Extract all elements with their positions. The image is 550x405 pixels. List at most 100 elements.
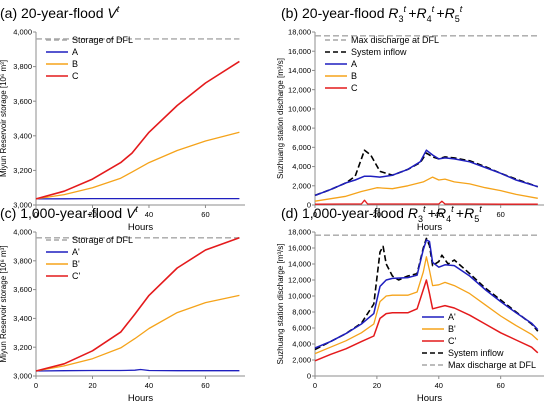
panel-d-title-term-sub-1: 4 — [446, 214, 451, 224]
panel-d-ytick-label-1: 2,000 — [292, 356, 311, 365]
panel-c-xtick-label-0: 0 — [34, 381, 38, 390]
panel-b-xtick-label-3: 60 — [497, 210, 505, 219]
panel-d-title-term-sup-0: t — [423, 204, 426, 214]
panel-b-ytick-label-2: 4,000 — [292, 162, 311, 171]
panel-b-ytick-label-5: 10,000 — [288, 104, 311, 113]
panel-b-title-term-2: R — [445, 5, 455, 21]
panel-a-legend-label-b: B — [72, 59, 78, 69]
panel-b-ytick-label-6: 12,000 — [288, 85, 311, 94]
panel-d: (d) 1,000-year-flood R3t +R4t +R5t 02,00… — [276, 204, 544, 404]
panel-b-legend-label-c: C — [351, 83, 358, 93]
panel-d-xtick-label-3: 60 — [497, 381, 505, 390]
panel-b-xtick-label-1: 20 — [373, 210, 381, 219]
panel-d-xtick-label-0: 0 — [313, 381, 317, 390]
panel-c-legend-label-a: A' — [72, 247, 80, 257]
panel-c-ytick-label-3: 3,600 — [13, 285, 32, 294]
panel-c-ytick-label-2: 3,400 — [13, 314, 32, 323]
panel-d-title: (d) 1,000-year-flood R3t +R4t +R5t — [281, 204, 482, 224]
panel-a-xtick-label-1: 20 — [88, 210, 96, 219]
panel-a-xtick-label-3: 60 — [201, 210, 209, 219]
panel-b-title-term-sub-0: 3 — [399, 14, 404, 24]
panel-b-title: (b) 20-year-flood R3t +R4t +R5t — [281, 4, 463, 24]
panel-b-legend-label-a: A — [351, 59, 357, 69]
panel-d-series-system-inflow — [314, 237, 539, 351]
panel-a-xlabel: Hours — [128, 222, 154, 233]
panel-d-series-b — [314, 256, 539, 355]
panel-a-xtick-label-2: 40 — [145, 210, 153, 219]
panel-b-xtick-label-2: 40 — [435, 210, 443, 219]
panel-d-xlabel: Hours — [417, 393, 443, 404]
panel-c-ylabel: Miyun Reservoir storage [10⁶ m³] — [0, 245, 8, 362]
panel-b-xlabel: Hours — [417, 222, 443, 233]
panel-b-title-term-sup-0: t — [404, 4, 407, 14]
panel-d-legend-label-b: B' — [448, 324, 456, 334]
panel-c-xlabel: Hours — [128, 393, 154, 404]
panel-d-title-term-1: R — [436, 205, 446, 221]
panel-b-series-system-inflow — [314, 149, 539, 197]
panel-d-series-c — [314, 279, 539, 362]
panel-a: (a) 20-year-flood Vt 3,000 3,200 3,400 3,600… — [0, 4, 245, 233]
panel-a-series-c — [35, 60, 240, 200]
panel-a-title-main: (a) 20-year-flood — [0, 5, 107, 21]
panel-b: (b) 20-year-flood R3t +R4t +R5t 02,0004,… — [276, 4, 544, 233]
panel-b-ytick-label-7: 14,000 — [288, 66, 311, 75]
panel-b-series-a — [314, 149, 539, 197]
panel-c-ytick-label-0: 3,000 — [13, 372, 32, 381]
panel-b-title-term-sub-2: 5 — [455, 14, 460, 24]
panel-d-title-main: (d) 1,000-year-flood — [281, 205, 408, 221]
panel-d-title-term-sup-1: t — [451, 204, 454, 214]
panel-d-ytick-label-9: 18,000 — [288, 228, 311, 237]
panel-d-ytick-label-7: 14,000 — [288, 260, 311, 269]
panel-d-title-term-sub-0: 3 — [418, 214, 423, 224]
panel-a-legend-label-c: C — [72, 71, 79, 81]
panel-b-series-b — [314, 176, 538, 202]
panel-c-xtick-label-1: 20 — [88, 381, 96, 390]
panel-b-xtick-label-0: 0 — [313, 210, 317, 219]
panel-b-ytick-label-1: 2,000 — [292, 181, 311, 190]
panel-d-title-term-sup-2: t — [479, 204, 482, 214]
panel-c-title-sup: t — [135, 204, 138, 214]
panel-b-series-c — [314, 199, 538, 205]
panel-a-ytick-label-2: 3,400 — [13, 131, 32, 140]
panel-c-title-main: (c) 1,000-year-flood — [0, 205, 126, 221]
panel-b-legend-label-system-inflow: System inflow — [351, 47, 407, 57]
panel-b-ytick-label-0: 0 — [307, 201, 311, 210]
panel-c-ytick-label-4: 3,800 — [13, 256, 32, 265]
panel-a-ytick-label-1: 3,200 — [13, 166, 32, 175]
panel-d-xtick-label-1: 20 — [373, 381, 381, 390]
panel-c-xtick-label-2: 40 — [145, 381, 153, 390]
panel-b-title-term-0: R — [388, 5, 398, 21]
panel-a-ylabel: Miyun Reservoir storage [10⁶ m³] — [0, 60, 8, 177]
panel-a-title: (a) 20-year-flood Vt — [0, 4, 120, 21]
panel-b-ytick-label-8: 16,000 — [288, 47, 311, 56]
panel-d-legend-label-c: C' — [448, 336, 456, 346]
panel-b-ytick-label-3: 6,000 — [292, 143, 311, 152]
panel-c-legend-label-storage-of-dfl: Storage of DFL — [72, 235, 133, 245]
panel-c-series-c — [35, 237, 240, 372]
panel-a-ytick-label-0: 3,000 — [13, 201, 32, 210]
panel-d-legend-label-max-discharge-at-dfl: Max discharge at DFL — [448, 360, 536, 370]
panel-c-title-symbol: V — [126, 205, 137, 221]
panel-a-ytick-label-4: 3,800 — [13, 62, 32, 71]
panel-b-title-term-sub-1: 4 — [427, 14, 432, 24]
panel-d-series-a — [314, 239, 539, 349]
panel-d-ytick-label-0: 0 — [307, 372, 311, 381]
panel-d-ylabel: Suzhuang station discharge [m³/s] — [276, 244, 285, 365]
panel-b-legend-label-max-discharge-at-dfl: Max discharge at DFL — [351, 35, 439, 45]
panel-b-title-term-1: R — [417, 5, 427, 21]
panel-a-legend-label-storage-of-dfl: Storage of DFL — [72, 35, 133, 45]
panel-d-ytick-label-4: 8,000 — [292, 308, 311, 317]
panel-a-ytick-label-3: 3,600 — [13, 97, 32, 106]
panel-b-title-main: (b) 20-year-flood — [281, 5, 388, 21]
panel-d-legend-label-system-inflow: System inflow — [448, 348, 504, 358]
panel-b-title-term-sup-2: t — [460, 4, 463, 14]
panel-c-ytick-label-1: 3,200 — [13, 343, 32, 352]
panel-d-legend-label-a: A' — [448, 312, 456, 322]
panel-b-ytick-label-9: 18,000 — [288, 28, 311, 37]
panel-d-title-plus-1: + — [428, 205, 436, 221]
panel-a-series-b — [35, 131, 240, 200]
panel-d-ytick-label-8: 16,000 — [288, 244, 311, 253]
panel-d-ytick-label-3: 6,000 — [292, 324, 311, 333]
panel-b-legend-label-b: B — [351, 71, 357, 81]
